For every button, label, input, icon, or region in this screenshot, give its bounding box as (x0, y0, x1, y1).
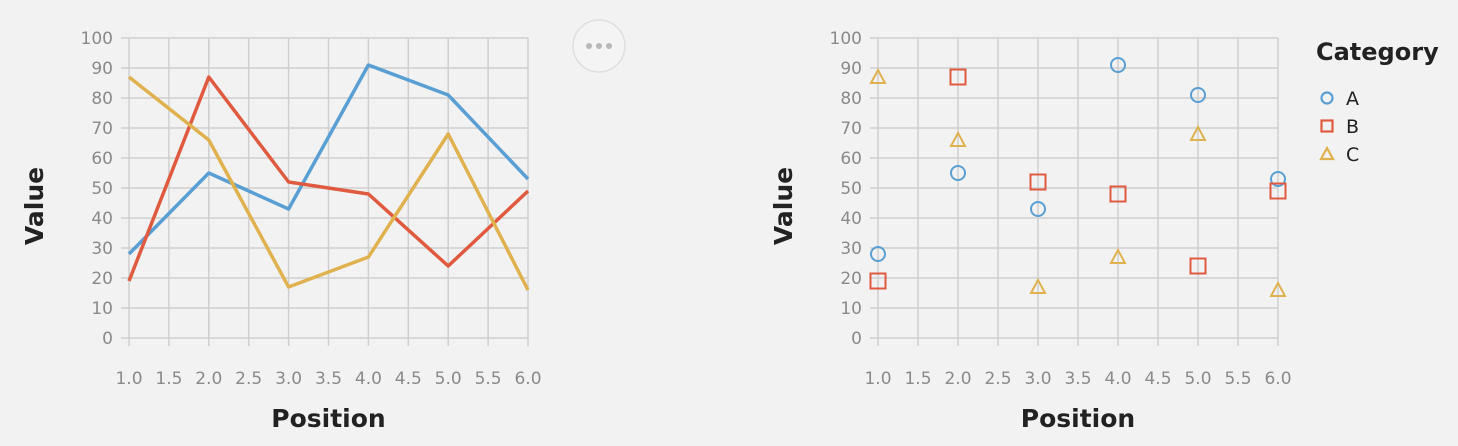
data-point-a (1030, 201, 1046, 217)
x-tick-label: 5.5 (475, 369, 502, 389)
x-tick-label: 2.5 (984, 369, 1011, 389)
legend-item-a: A (1320, 88, 1359, 110)
y-tick-label: 50 (840, 179, 862, 199)
series-b (869, 68, 1287, 290)
legend-title: Category (1316, 38, 1439, 66)
y-tick-label: 100 (81, 29, 113, 49)
y-tick-label: 100 (830, 29, 862, 49)
y-tick-label: 90 (840, 59, 862, 79)
x-tick-label: 3.5 (315, 369, 342, 389)
legend-square-icon (1320, 119, 1334, 133)
x-tick-label: 5.0 (1184, 369, 1211, 389)
x-tick-label: 2.0 (944, 369, 971, 389)
series-line-a (127, 63, 530, 256)
x-axis-title: Position (1021, 404, 1135, 433)
x-tick-label: 1.0 (115, 369, 142, 389)
data-point-b (1189, 257, 1207, 275)
data-point-b (1029, 173, 1047, 191)
data-point-c (1189, 124, 1207, 141)
data-point-b (869, 272, 887, 290)
y-tick-label: 90 (91, 59, 113, 79)
x-tick-label: 6.0 (514, 369, 541, 389)
y-tick-label: 10 (91, 299, 113, 319)
data-point-c (869, 67, 887, 84)
grid (870, 37, 1279, 346)
x-tick-label: 2.0 (195, 369, 222, 389)
legend-triangle-icon (1319, 145, 1335, 161)
x-tick-label: 4.5 (395, 369, 422, 389)
data-point-b (1269, 182, 1287, 200)
y-tick-label: 0 (851, 329, 862, 349)
series-c (869, 67, 1287, 297)
y-tick-label: 40 (840, 209, 862, 229)
legend-label: A (1346, 88, 1359, 110)
data-point-b (1109, 185, 1127, 203)
data-point-a (1190, 87, 1206, 103)
y-tick-label: 10 (840, 299, 862, 319)
more-horizontal-icon (586, 43, 612, 49)
legend: Category ABC (1316, 38, 1439, 166)
x-tick-label: 5.5 (1224, 369, 1251, 389)
data-point-c (1109, 247, 1127, 264)
y-axis-title: Value (769, 167, 798, 245)
x-tick-label: 1.0 (864, 369, 891, 389)
y-tick-label: 50 (91, 179, 113, 199)
y-tick-label: 70 (840, 119, 862, 139)
data-point-a (1110, 57, 1126, 73)
data-point-c (1029, 277, 1047, 294)
scatter-chart: 1.0 1.5 2.0 2.5 3.0 3.5 4.0 4.5 5.0 5.5 6.0 0 10 20 30… (769, 29, 1292, 433)
x-axis-title: Position (271, 404, 385, 433)
x-tick-label: 6.0 (1264, 369, 1291, 389)
y-axis-title: Value (20, 167, 49, 245)
y-tick-label: 30 (91, 239, 113, 259)
y-tick-label: 40 (91, 209, 113, 229)
series-line-c (127, 75, 530, 291)
legend-item-b: B (1320, 116, 1359, 138)
x-tick-label: 5.0 (435, 369, 462, 389)
y-tick-label: 0 (102, 329, 113, 349)
series-a (870, 57, 1286, 262)
data-point-a (1270, 171, 1286, 187)
legend-label: C (1346, 144, 1359, 166)
y-tick-label: 30 (840, 239, 862, 259)
legend-label: B (1346, 116, 1359, 138)
x-tick-label: 2.5 (235, 369, 262, 389)
y-tick-label: 20 (840, 269, 862, 289)
y-tick-label: 60 (91, 149, 113, 169)
y-tick-label: 20 (91, 269, 113, 289)
x-tick-label: 3.0 (275, 369, 302, 389)
x-tick-label: 3.0 (1024, 369, 1051, 389)
line-chart: 1.0 1.5 2.0 2.5 3.0 3.5 4.0 4.5 5.0 5.5 6.0 0 10 20 30… (20, 29, 542, 433)
data-point-b (949, 68, 967, 86)
y-tick-label: 70 (91, 119, 113, 139)
data-point-c (1269, 280, 1287, 297)
y-tick-label: 80 (91, 89, 113, 109)
data-point-a (950, 165, 966, 181)
legend-item-c: C (1319, 144, 1359, 166)
more-options-button[interactable] (572, 19, 626, 73)
data-point-a (870, 246, 886, 262)
x-tick-label: 4.0 (1104, 369, 1131, 389)
x-tick-label: 3.5 (1064, 369, 1091, 389)
series-line-b (127, 75, 530, 282)
grid (121, 37, 529, 346)
y-tick-label: 80 (840, 89, 862, 109)
x-tick-label: 4.0 (355, 369, 382, 389)
legend-circle-icon (1320, 91, 1334, 105)
y-tick-label: 60 (840, 149, 862, 169)
x-tick-label: 1.5 (155, 369, 182, 389)
x-tick-label: 1.5 (904, 369, 931, 389)
data-point-c (949, 130, 967, 147)
x-tick-label: 4.5 (1144, 369, 1171, 389)
